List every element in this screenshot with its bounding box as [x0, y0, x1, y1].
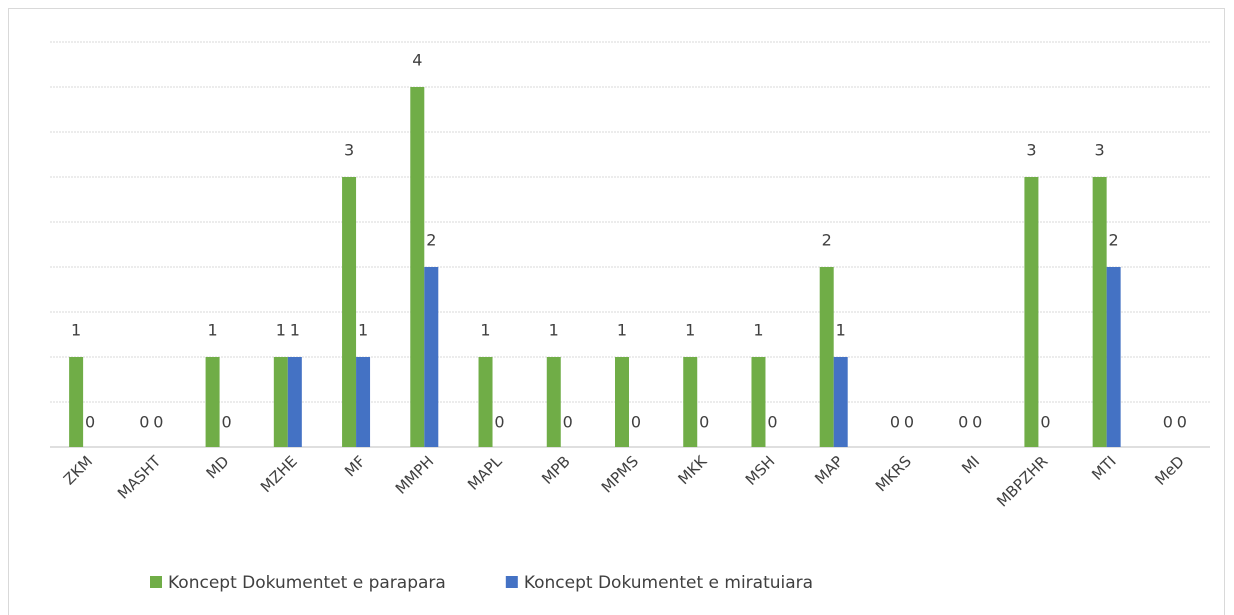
data-label: 4 — [412, 51, 422, 70]
x-tick-label: MZHE — [257, 452, 301, 496]
x-tick-label: MTI — [1088, 452, 1119, 483]
data-label: 0 — [153, 413, 163, 432]
x-tick-label: MBPZHR — [993, 452, 1051, 510]
data-label: 1 — [549, 321, 559, 340]
data-label: 0 — [904, 413, 914, 432]
data-label: 1 — [480, 321, 490, 340]
data-label: 1 — [617, 321, 627, 340]
data-label: 0 — [767, 413, 777, 432]
data-label: 1 — [358, 321, 368, 340]
legend-swatch — [150, 576, 162, 588]
data-label: 0 — [890, 413, 900, 432]
data-label: 0 — [494, 413, 504, 432]
data-label: 1 — [290, 321, 300, 340]
x-tick-label: MeD — [1151, 452, 1188, 489]
data-label: 0 — [1040, 413, 1050, 432]
bar — [1024, 177, 1039, 447]
x-tick-label: MMPH — [392, 452, 437, 497]
bar — [1106, 267, 1121, 447]
bar — [478, 357, 493, 447]
legend-swatch — [505, 576, 518, 588]
x-tick-label: MI — [958, 452, 983, 477]
bar — [424, 267, 439, 447]
x-tick-label: MAP — [811, 452, 847, 488]
chart-border — [8, 8, 1225, 615]
data-label: 1 — [753, 321, 763, 340]
bar — [1092, 177, 1107, 447]
data-label: 3 — [1095, 141, 1105, 160]
bar — [410, 87, 425, 447]
x-tick-label: MPMS — [598, 452, 642, 496]
data-label: 1 — [685, 321, 695, 340]
bar — [287, 357, 302, 447]
x-tick-label: MKK — [674, 451, 711, 488]
data-label: 3 — [1026, 141, 1036, 160]
bar — [69, 357, 84, 447]
x-tick-label: ZKM — [60, 452, 96, 488]
bar — [615, 357, 629, 447]
x-tick-label: MD — [203, 452, 233, 482]
bar — [683, 357, 698, 447]
x-tick-label: MF — [341, 452, 369, 480]
bar — [342, 177, 357, 447]
bar — [751, 357, 766, 447]
bar — [819, 267, 834, 447]
data-label: 0 — [139, 413, 149, 432]
data-label: 0 — [1177, 413, 1187, 432]
data-label: 3 — [344, 141, 354, 160]
data-label: 0 — [972, 413, 982, 432]
data-label: 1 — [836, 321, 846, 340]
bar — [356, 357, 371, 447]
data-label: 1 — [71, 321, 81, 340]
bar — [546, 357, 561, 447]
data-label: 0 — [563, 413, 573, 432]
data-label: 0 — [699, 413, 709, 432]
data-label: 1 — [276, 321, 286, 340]
data-label: 0 — [958, 413, 968, 432]
legend-label: Koncept Dokumentet e miratuiara — [524, 573, 813, 593]
x-tick-label: MSH — [742, 452, 779, 489]
x-tick-label: MAPL — [464, 452, 506, 494]
data-label: 0 — [1163, 413, 1173, 432]
data-label: 0 — [631, 413, 641, 432]
data-label: 1 — [207, 321, 217, 340]
data-label: 2 — [1109, 231, 1119, 250]
bar — [273, 357, 288, 447]
x-tick-label: MPB — [538, 452, 574, 488]
legend-label: Koncept Dokumentet e parapara — [168, 573, 446, 593]
bar — [833, 357, 848, 447]
x-tick-label: MASHT — [114, 452, 165, 503]
data-label: 0 — [85, 413, 95, 432]
data-label: 0 — [221, 413, 231, 432]
bar — [205, 357, 220, 447]
data-label: 2 — [426, 231, 436, 250]
x-tick-label: MKRS — [872, 452, 915, 495]
data-label: 2 — [822, 231, 832, 250]
